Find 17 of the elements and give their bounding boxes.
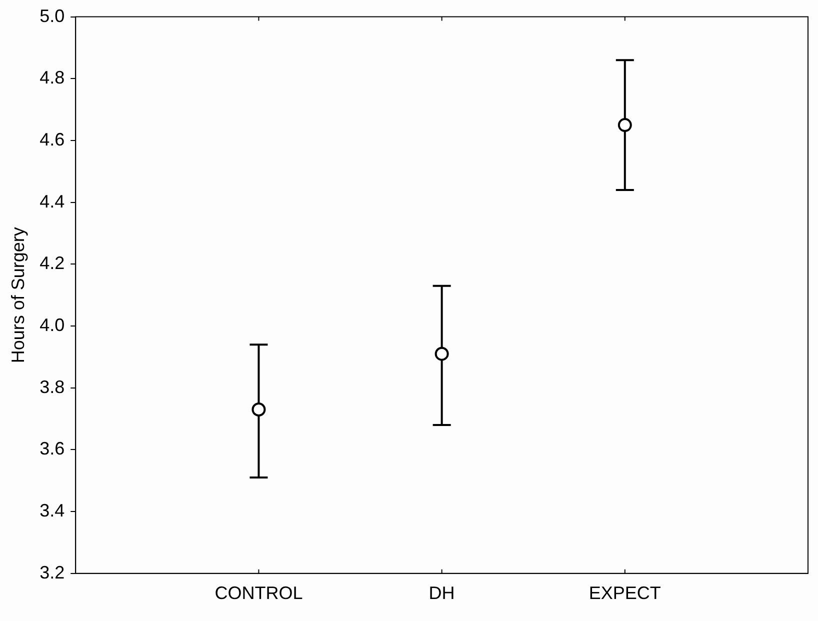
y-axis-title: Hours of Surgery	[8, 227, 28, 364]
y-tick-label: 3.2	[40, 562, 65, 582]
y-tick-label: 4.2	[40, 253, 65, 274]
y-tick-label: 3.6	[40, 438, 65, 459]
y-tick-label: 4.8	[40, 68, 65, 88]
y-tick-label: 4.6	[40, 129, 65, 150]
y-tick-label: 4.4	[40, 191, 65, 212]
y-tick-label: 5.0	[40, 6, 65, 26]
point	[434, 346, 449, 361]
y-tick-label: 4.0	[40, 314, 65, 335]
y-tick-label: 3.8	[40, 376, 65, 397]
x-tick-label: EXPECT	[588, 583, 661, 604]
point	[252, 402, 266, 417]
y-tick-label: 3.4	[40, 500, 65, 521]
point	[618, 118, 632, 132]
x-tick-label: CONTROL	[214, 583, 303, 604]
x-tick-label: DH	[428, 583, 455, 604]
